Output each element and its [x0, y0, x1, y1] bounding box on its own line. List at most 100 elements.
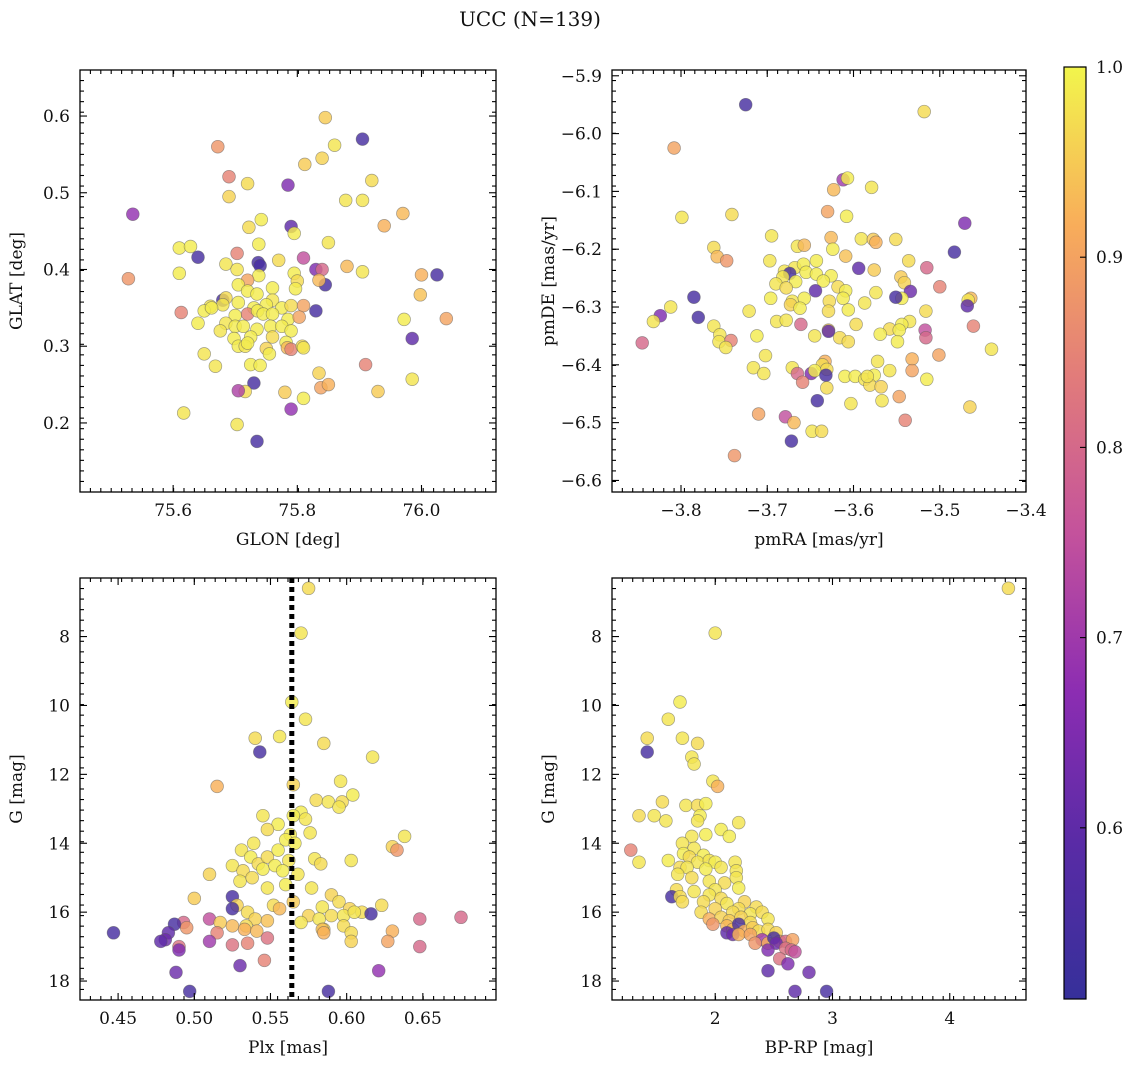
data-point — [706, 917, 720, 931]
y-tick-label: 10 — [580, 696, 602, 716]
data-point — [365, 750, 380, 764]
x-tick-label: 0.55 — [252, 1009, 290, 1029]
data-point — [397, 829, 412, 844]
data-point — [312, 273, 326, 287]
data-point — [838, 249, 853, 263]
data-point — [816, 274, 831, 288]
data-point — [304, 881, 319, 895]
x-tick-label: −3.7 — [747, 501, 788, 521]
data-point — [240, 176, 255, 191]
data-point — [687, 757, 701, 771]
data-point — [661, 712, 676, 726]
data-point — [246, 836, 261, 851]
data-point — [875, 393, 889, 408]
data-point — [296, 251, 311, 265]
data-point — [787, 415, 801, 430]
data-point — [265, 307, 280, 321]
colorbar-tick-label: 0.7 — [1096, 629, 1123, 649]
data-point — [840, 171, 855, 185]
data-point — [685, 870, 699, 885]
data-point — [371, 963, 386, 978]
data-point — [250, 434, 264, 449]
data-point — [826, 242, 840, 256]
data-point — [292, 310, 306, 324]
data-point — [397, 312, 411, 327]
data-point — [821, 324, 836, 339]
data-point — [327, 138, 342, 152]
y-tick-label: 18 — [580, 972, 602, 992]
data-point — [757, 366, 771, 381]
data-point — [824, 230, 838, 245]
data-point — [172, 943, 186, 957]
data-point — [905, 352, 919, 366]
x-tick-label: 0.65 — [404, 1009, 442, 1029]
data-point — [303, 826, 317, 840]
x-tick-label: 0.50 — [175, 1009, 213, 1029]
data-point — [262, 347, 277, 361]
data-point — [675, 731, 690, 745]
data-point — [321, 235, 336, 250]
data-point — [667, 141, 681, 155]
points — [635, 97, 999, 463]
data-point — [236, 319, 251, 334]
data-point — [240, 336, 255, 350]
data-point — [377, 219, 391, 233]
y-tick-label: 0.6 — [43, 107, 70, 127]
data-point — [237, 922, 252, 937]
data-point — [154, 934, 168, 949]
data-point — [849, 317, 863, 332]
figure-title: UCC (N=139) — [459, 7, 601, 31]
data-point — [719, 340, 733, 355]
data-point — [231, 295, 246, 310]
data-point — [405, 331, 419, 346]
data-point — [208, 359, 223, 373]
data-point — [225, 938, 240, 952]
data-point — [851, 261, 866, 276]
data-point — [272, 729, 287, 744]
data-point — [294, 626, 308, 640]
data-point — [802, 965, 816, 980]
data-point — [242, 220, 256, 235]
data-point — [966, 319, 981, 333]
data-point — [106, 926, 121, 940]
data-point — [808, 284, 823, 298]
data-point — [892, 323, 906, 337]
data-point — [247, 376, 261, 390]
axes-frame — [79, 577, 497, 1001]
data-point — [174, 305, 188, 320]
data-point — [332, 800, 346, 814]
data-point — [860, 369, 875, 384]
y-tick-label: 16 — [580, 903, 602, 923]
data-point — [202, 934, 217, 949]
data-point — [231, 383, 246, 398]
x-tick-label: 75.6 — [154, 501, 192, 521]
data-point — [882, 363, 897, 378]
data-point — [271, 253, 286, 268]
data-point — [318, 110, 333, 125]
points — [106, 581, 468, 999]
data-point — [898, 413, 912, 428]
panel-sky: 75.6 75.8 76.0 0.2 0.3 0.4 0.5 0.6 GLON [deg] GLA… — [7, 69, 497, 550]
data-point — [260, 931, 275, 945]
data-point — [233, 958, 247, 973]
data-point — [742, 304, 756, 318]
data-point — [169, 965, 183, 980]
x-tick-label: 76.0 — [403, 501, 441, 521]
data-point — [699, 796, 713, 811]
x-tick-label: 4 — [944, 1009, 955, 1029]
data-point — [324, 908, 339, 923]
data-point — [919, 304, 933, 318]
data-point — [278, 385, 292, 400]
data-point — [284, 324, 298, 338]
y-axis-label: G [mag] — [539, 754, 559, 823]
data-point — [291, 867, 305, 882]
data-point — [714, 860, 728, 875]
data-point — [821, 304, 836, 318]
data-point — [788, 274, 803, 289]
data-point — [933, 280, 947, 294]
y-tick-label: −6.3 — [561, 298, 602, 318]
points — [624, 581, 1016, 999]
data-point — [919, 330, 933, 345]
x-tick-label: 3 — [827, 1009, 838, 1029]
